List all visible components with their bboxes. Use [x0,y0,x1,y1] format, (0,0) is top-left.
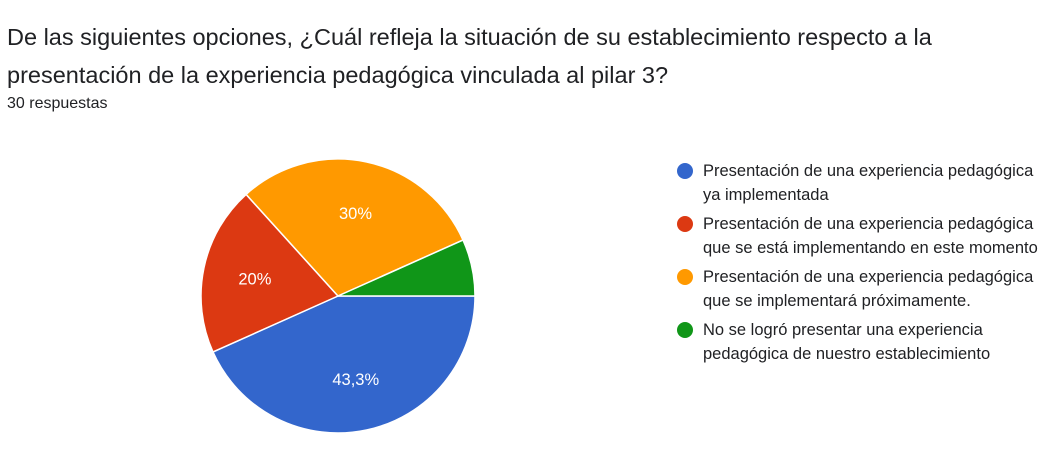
legend-label: No se logró presentar una experiencia pe… [703,321,991,363]
pie-slice[interactable] [337,239,476,297]
legend-swatch [677,269,693,285]
pie-slice[interactable] [211,295,476,434]
legend-swatch [677,163,693,179]
pie-slice[interactable] [245,158,465,297]
pie-chart: 43,3% 20% 30% [200,158,476,434]
chart-legend: Presentación de una experiencia pedagógi… [677,159,1047,371]
pie-slice[interactable] [200,193,340,353]
slice-label: 20% [238,271,271,289]
legend-swatch [677,322,693,338]
legend-label: Presentación de una experiencia pedagógi… [703,215,1038,257]
legend-item[interactable]: Presentación de una experiencia pedagógi… [677,212,1047,260]
question-title: De las siguientes opciones, ¿Cuál reflej… [7,24,932,88]
slice-label: 43,3% [332,371,379,389]
legend-item[interactable]: No se logró presentar una experiencia pe… [677,318,1047,366]
response-count: 30 respuestas [7,95,108,112]
legend-item[interactable]: Presentación de una experiencia pedagógi… [677,265,1047,313]
legend-swatch [677,216,693,232]
slice-label: 30% [339,205,372,223]
legend-label: Presentación de una experiencia pedagógi… [703,162,1034,204]
legend-item[interactable]: Presentación de una experiencia pedagógi… [677,159,1047,207]
legend-label: Presentación de una experiencia pedagógi… [703,268,1034,310]
